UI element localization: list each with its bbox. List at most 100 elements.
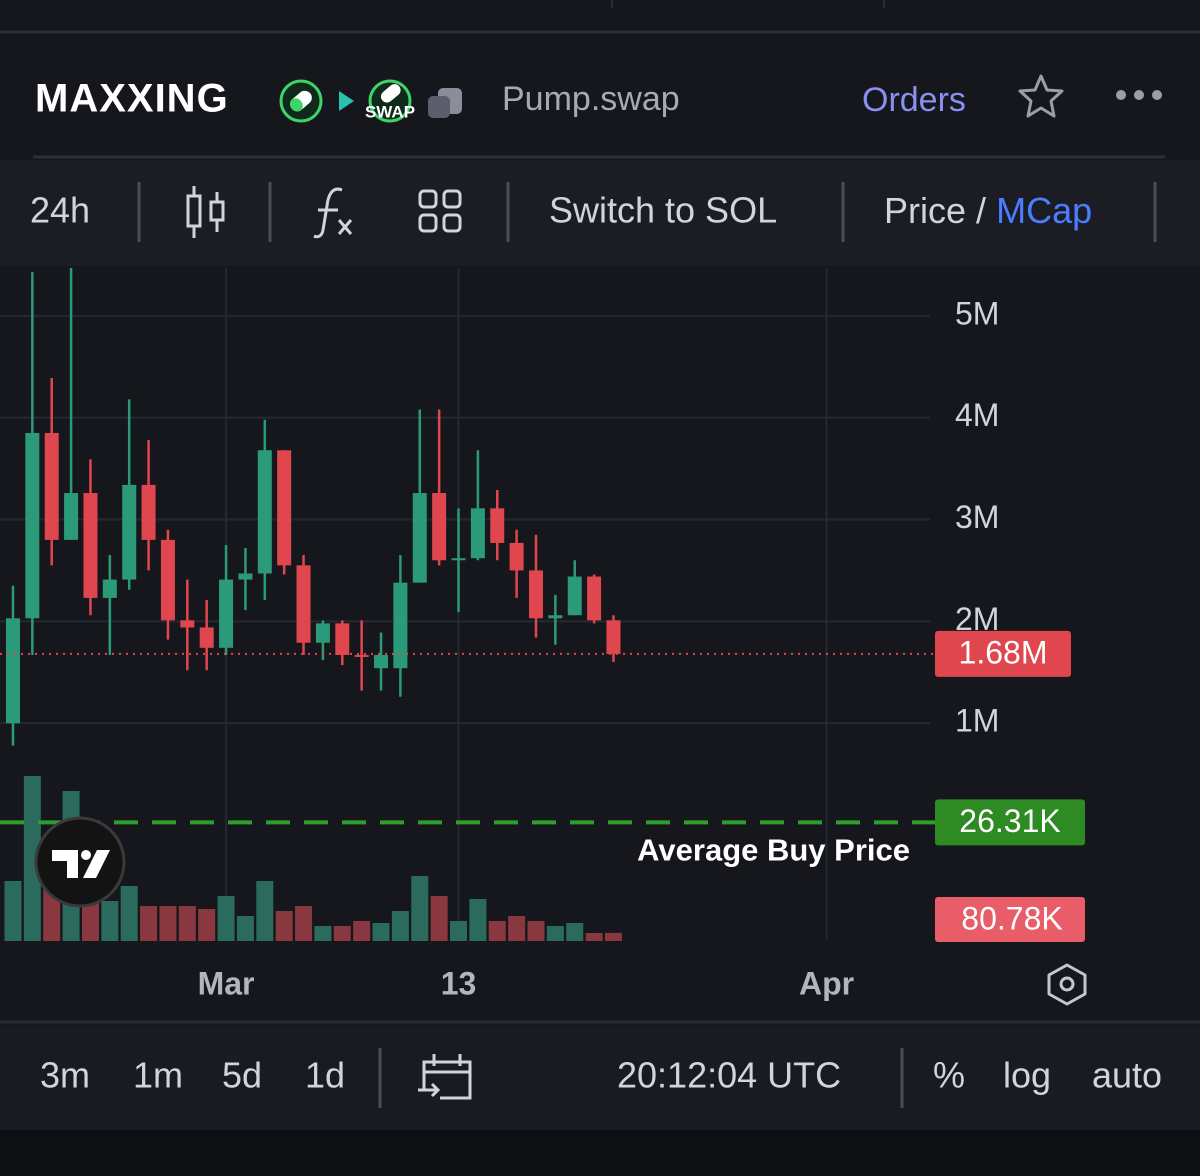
average-buy-caption: Average Buy Price [637,833,910,868]
candle-body [567,576,582,616]
volume-bar [256,881,274,941]
settings-icon-center [1059,976,1075,992]
indicators-icon[interactable] [313,187,353,239]
candle-body [393,582,408,669]
y-tick-label: 3M [955,499,999,535]
volume-bar [314,926,332,941]
volume-bar [508,916,526,941]
volume-bar [488,921,506,941]
x-axis: Mar 13 Apr [198,965,855,1001]
volume-bar [430,896,448,941]
candle-body [315,623,330,643]
average-buy-label: 26.31K [959,803,1060,839]
auto-toggle[interactable]: auto [1092,1055,1162,1096]
volume-bar [217,896,235,941]
log-toggle[interactable]: log [1003,1055,1051,1096]
chart-type-icon[interactable] [186,186,225,238]
candle-body [64,493,79,540]
y-tick-label: 1M [955,703,999,739]
volume-bar [546,926,564,941]
exchange-label: Pump.swap [502,80,680,118]
swap-badge: SWAP [365,102,415,121]
go-to-date-icon[interactable] [418,1054,472,1100]
volume-bar [236,916,254,941]
settings-icon[interactable] [1047,963,1087,1006]
range-button[interactable]: 1d [305,1055,345,1096]
volume-bar [101,901,119,941]
volume-bars [4,776,622,941]
candle-body [412,493,427,583]
volume-bar [566,923,584,941]
candle-body [432,493,447,561]
footer-bar [0,1025,1200,1130]
candle-body [180,620,195,628]
candle-body [44,432,59,540]
layout-icon[interactable] [418,189,462,233]
candle-body [25,432,40,619]
x-tick-label: Mar [198,965,255,1001]
candle-body [335,623,350,655]
volume-bar [120,886,138,941]
clock: 20:12:04 UTC [617,1055,841,1096]
y-tick-label: 4M [955,397,999,433]
volume-bar [275,911,293,941]
volume-bar [469,899,487,941]
range-button[interactable]: 3m [40,1055,90,1096]
tradingview-logo[interactable] [34,816,126,908]
more-menu[interactable] [1116,90,1162,100]
candle-body [219,579,234,648]
candle-body [606,620,621,654]
volume-bar [353,921,371,941]
volume-label-box [935,897,1085,942]
switch-currency-button[interactable]: Switch to SOL [549,190,777,231]
volume-bar [198,909,216,941]
swap-icon: SWAP [365,79,415,123]
candle-body [257,450,272,574]
volume-bar [159,906,177,941]
x-tick-label: Apr [799,965,854,1001]
y-tick-label: 5M [955,295,999,331]
candle-body [277,450,292,566]
mcap-option[interactable]: MCap [996,190,1092,231]
volume-bar [333,926,351,941]
toggle-separator: / [976,190,986,231]
price-option[interactable]: Price [884,190,966,231]
average-buy-box [935,799,1085,846]
candle-body [490,508,505,543]
volume-bar [23,776,41,941]
volume-bar [450,921,468,941]
favorite-star[interactable] [1018,74,1064,118]
candle-body [548,615,563,619]
candles [5,268,621,746]
interval-button[interactable]: 24h [30,190,90,231]
toolbar-separator [137,182,1157,242]
candle-body [470,508,485,559]
price-mcap-toggle[interactable]: Price / MCap [884,190,1092,231]
volume-bar [372,923,390,941]
percent-toggle[interactable]: % [933,1055,965,1096]
candle-body [509,542,524,571]
orders-button[interactable]: Orders [862,81,966,119]
candle-body [451,558,466,561]
candle-body [528,570,543,619]
volume-bar [4,881,22,941]
candle-body [238,573,253,580]
token-title: MAXXING [35,77,229,121]
range-button[interactable]: 5d [222,1055,262,1096]
x-tick-label: 13 [441,965,477,1001]
volume-bar [527,921,545,941]
candle-body [5,618,20,724]
volume-bar [178,906,196,941]
overlays: 1M 2M 3M 4M 5M Average Buy Price 1.68M 26.31K 80… [0,295,1085,942]
candle-body [141,484,156,540]
volume-bar [604,932,622,941]
range-button[interactable]: 1m [133,1055,183,1096]
copy-icon[interactable] [428,88,462,118]
candle-body [587,576,602,621]
y-tick-label: 2M [955,601,999,637]
candle-body [374,654,389,669]
candle-body [354,654,369,657]
last-price-label: 1.68M [959,634,1048,670]
